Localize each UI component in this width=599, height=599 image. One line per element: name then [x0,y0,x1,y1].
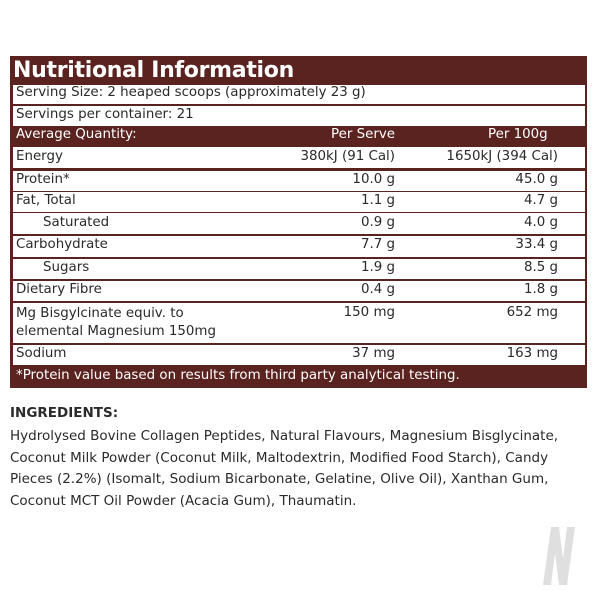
row-per-100g: 4.0 g [523,215,558,230]
row-label: Saturated [43,215,110,230]
row-per-100g: 1.8 g [523,282,558,297]
table-row-magnesium: Mg Bisgylcinate equiv. to elemental Magn… [13,303,585,343]
row-per-serve: 380kJ (91 Cal) [300,149,395,164]
header-per-100g: Per 100g [488,127,548,142]
row-label: Energy [16,149,63,164]
row-per-100g: 163 mg [506,346,558,361]
header-average-quantity: Average Quantity: [16,127,137,142]
footnote-row: *Protein value based on results from thi… [13,367,585,387]
ingredients-heading: INGREDIENTS: [10,405,119,421]
row-per-serve: 37 mg [352,346,395,361]
serving-size-row: Serving Size: 2 heaped scoops (approxima… [13,85,585,104]
row-per-serve: 10.0 g [352,172,395,187]
ingredients-text: Hydrolysed Bovine Collagen Peptides, Nat… [10,428,559,509]
table-row-protein: Protein* 10.0 g 45.0 g [13,171,585,191]
row-per-100g: 45.0 g [515,172,558,187]
servings-per-container-text: Servings per container: 21 [16,107,194,122]
row-per-serve: 7.7 g [360,237,395,252]
row-per-100g: 8.5 g [523,260,558,275]
row-label-line2: elemental Magnesium 150mg [16,324,216,339]
row-label: Sodium [16,346,67,361]
header-per-serve: Per Serve [331,127,396,142]
serving-size-text: Serving Size: 2 heaped scoops (approxima… [16,85,366,100]
table-row-saturated: Saturated 0.9 g 4.0 g [13,213,585,234]
table-row-sodium: Sodium 37 mg 163 mg [13,345,585,365]
servings-per-container-row: Servings per container: 21 [13,106,585,126]
row-per-serve: 0.4 g [360,282,395,297]
table-row-sugars: Sugars 1.9 g 8.5 g [13,259,585,279]
row-label: Fat, Total [16,193,76,208]
panel-title: Nutritional Information [13,58,294,83]
table-row-energy: Energy 380kJ (91 Cal) 1650kJ (394 Cal) [13,147,585,168]
row-per-serve: 150 mg [343,305,395,320]
row-per-100g: 652 mg [506,305,558,320]
table-header-row: Average Quantity: Per Serve Per 100g [13,127,585,146]
row-label: Carbohydrate [16,237,108,252]
table-row-fat-total: Fat, Total 1.1 g 4.7 g [13,192,585,212]
table-row-carbohydrate: Carbohydrate 7.7 g 33.4 g [13,236,585,257]
row-per-serve: 0.9 g [360,215,395,230]
row-per-serve: 1.1 g [360,193,395,208]
row-per-serve: 1.9 g [360,260,395,275]
row-label: Protein* [16,172,70,187]
row-label-line1: Mg Bisgylcinate equiv. to [16,306,184,321]
row-per-100g: 33.4 g [515,237,558,252]
footnote-text: *Protein value based on results from thi… [16,368,460,383]
table-row-dietary-fibre: Dietary Fibre 0.4 g 1.8 g [13,281,585,301]
watermark-n-logo-icon [543,527,575,585]
row-label: Sugars [43,260,90,275]
row-per-100g: 1650kJ (394 Cal) [446,149,558,164]
row-per-100g: 4.7 g [523,193,558,208]
row-label: Dietary Fibre [16,282,102,297]
